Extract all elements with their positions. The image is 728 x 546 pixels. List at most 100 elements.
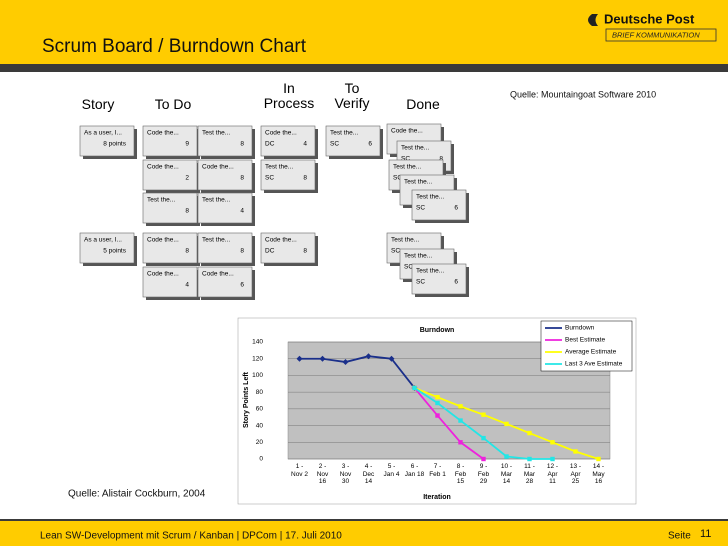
card-title: Test the... xyxy=(147,197,175,204)
card-owner: SC xyxy=(416,279,425,286)
card xyxy=(260,125,316,157)
card-title: Test the... xyxy=(401,145,429,152)
legend-label: Average Estimate xyxy=(565,349,617,356)
card-title: Code the... xyxy=(202,164,234,171)
marker xyxy=(435,413,440,418)
y-tick-label: 40 xyxy=(256,422,264,429)
marker xyxy=(435,400,440,406)
series-line xyxy=(413,387,485,460)
y-tick-label: 120 xyxy=(252,355,263,362)
column-header: Done xyxy=(406,96,440,112)
x-tick-label: 12 - Apr 11 xyxy=(546,463,559,485)
card-points: 5 points xyxy=(103,248,127,255)
y-tick-label: 80 xyxy=(256,389,264,396)
marker xyxy=(458,440,463,445)
card-owner: SC xyxy=(393,175,402,182)
card-points: 6 xyxy=(368,141,372,148)
card-title: Code the... xyxy=(147,237,179,244)
series-line xyxy=(299,355,416,389)
card xyxy=(79,125,135,157)
card xyxy=(142,125,198,157)
card-title: Test the... xyxy=(416,268,444,275)
marker xyxy=(481,456,486,462)
marker xyxy=(296,355,303,362)
card-title: Code the... xyxy=(202,271,234,278)
card-points: 8 xyxy=(240,175,244,182)
marker xyxy=(481,435,486,441)
card-points: 6 xyxy=(454,279,458,286)
card-title: Code the... xyxy=(391,128,423,135)
x-tick-label: 14 - May 16 xyxy=(592,463,605,485)
card-title: Test the... xyxy=(330,130,358,137)
post-horn xyxy=(588,14,598,26)
source: Quelle: Alistair Cockburn, 2004 xyxy=(68,489,206,500)
card-title: Test the... xyxy=(391,237,419,244)
marker xyxy=(596,456,601,462)
card-title: Test the... xyxy=(202,197,230,204)
card-points: 4 xyxy=(303,141,307,148)
card-title: Code the... xyxy=(147,164,179,171)
card-title: Test the... xyxy=(265,164,293,171)
column-header: Story xyxy=(81,96,115,112)
column-header: To Do xyxy=(154,96,192,112)
card-points: 9 xyxy=(185,141,189,148)
x-tick-label: 5 - Jan 4 xyxy=(383,463,400,478)
marker xyxy=(388,355,395,362)
marker xyxy=(412,385,417,391)
y-tick-label: 100 xyxy=(252,372,263,379)
x-tick-label: 8 - Feb 15 xyxy=(454,463,467,485)
card-points: 8 xyxy=(240,248,244,255)
card-points: 8 xyxy=(303,248,307,255)
card-title: Test the... xyxy=(416,194,444,201)
card-title: Test the... xyxy=(404,253,432,260)
y-tick-label: 140 xyxy=(252,339,263,346)
card xyxy=(197,159,253,191)
card-title: Code the... xyxy=(265,130,297,137)
card-owner: DC xyxy=(265,141,275,148)
card-title: Test the... xyxy=(404,179,432,186)
footer-text: Lean SW-Development mit Scrum / Kanban |… xyxy=(40,531,342,542)
marker xyxy=(550,456,555,462)
x-tick-label: 6 - Jan 18 xyxy=(404,463,425,478)
column-header: To Verify xyxy=(334,80,370,111)
x-tick-label: 11 - Mar 28 xyxy=(523,463,536,485)
marker xyxy=(573,449,578,454)
card xyxy=(197,266,253,298)
x-tick-label: 1 - Nov 2 xyxy=(291,463,308,478)
card xyxy=(197,232,253,264)
marker xyxy=(342,359,349,366)
marker xyxy=(527,456,532,462)
logo: Deutsche Post xyxy=(604,11,695,26)
legend-label: Last 3 Ave Estimate xyxy=(565,361,623,368)
card-title: As a user, I... xyxy=(84,130,122,137)
x-tick-label: 13 - Apr 25 xyxy=(569,463,582,485)
x-tick-label: 4 - Dec 14 xyxy=(362,463,375,485)
column-header: In Process xyxy=(263,80,315,111)
card-title: Code the... xyxy=(147,271,179,278)
card xyxy=(411,263,467,295)
legend-label: Best Estimate xyxy=(565,337,605,344)
legend-label: Burndown xyxy=(565,325,595,332)
y-tick-label: 60 xyxy=(256,406,264,413)
card xyxy=(325,125,381,157)
marker xyxy=(458,404,463,409)
logo-sub: BRIEF KOMMUNIKATION xyxy=(612,30,700,39)
marker xyxy=(527,430,532,436)
marker xyxy=(504,454,509,459)
marker xyxy=(458,418,463,423)
page-label: Seite xyxy=(668,531,691,542)
card-owner: SC xyxy=(330,141,339,148)
x-tick-label: 10 - Mar 14 xyxy=(500,463,513,485)
marker xyxy=(435,394,440,400)
card-title: Code the... xyxy=(147,130,179,137)
card-points: 8 xyxy=(185,248,189,255)
card-title: As a user, I... xyxy=(84,237,122,244)
card xyxy=(197,125,253,157)
logo-box xyxy=(605,28,717,42)
card-owner: SC xyxy=(416,205,425,212)
y-tick-label: 0 xyxy=(259,456,263,463)
card-points: 8 xyxy=(185,208,189,215)
card-points: 8 xyxy=(303,175,307,182)
